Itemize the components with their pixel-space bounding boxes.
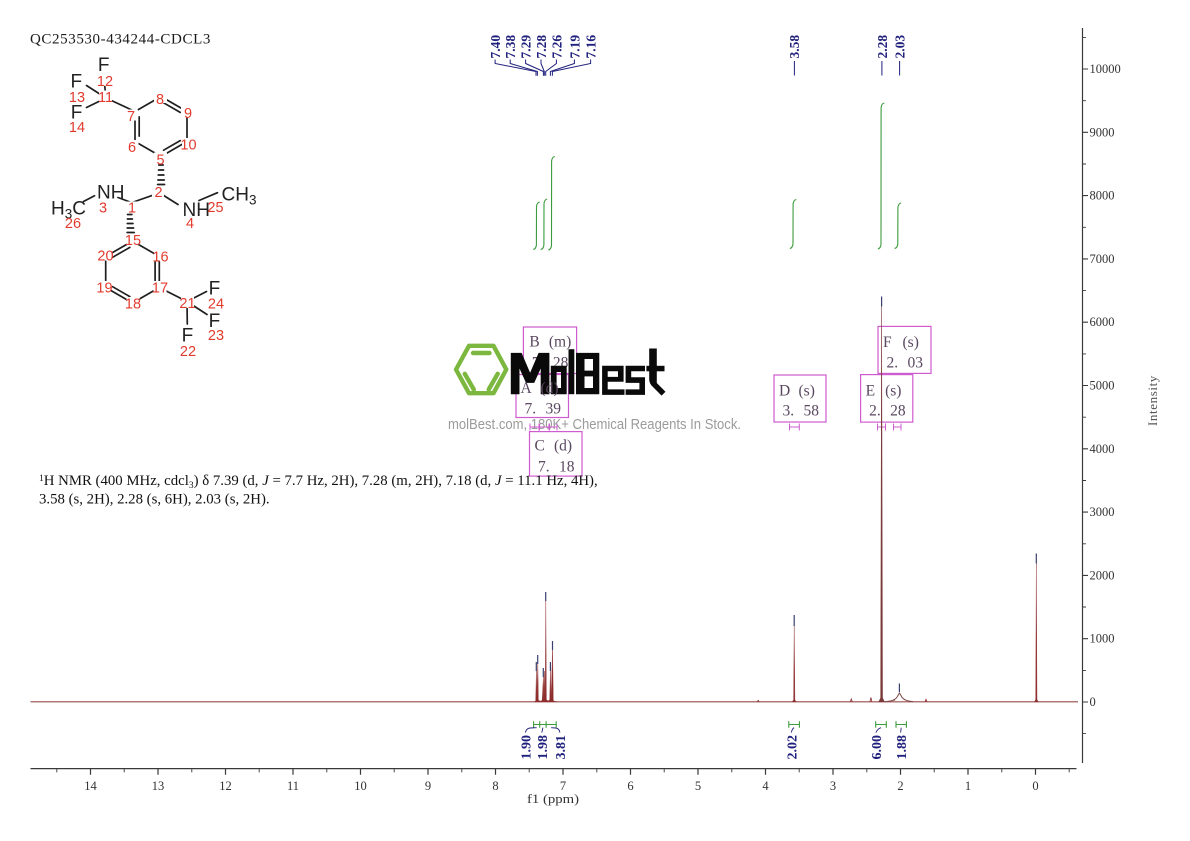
svg-text:3.58: 3.58 <box>787 35 802 59</box>
svg-text:2000: 2000 <box>1090 568 1115 582</box>
svg-text:19: 19 <box>96 281 112 297</box>
svg-text:7: 7 <box>127 109 135 125</box>
svg-text:2: 2 <box>897 779 903 793</box>
svg-text:5: 5 <box>156 153 164 169</box>
svg-text:17: 17 <box>152 281 168 297</box>
svg-text:7.16: 7.16 <box>584 35 599 59</box>
svg-text:1H NMR (400 MHz, cdcl3) δ 7.39: 1H NMR (400 MHz, cdcl3) δ 7.39 (d, J = 7… <box>39 473 598 491</box>
svg-text:13: 13 <box>69 90 85 106</box>
svg-text:9000: 9000 <box>1090 125 1115 139</box>
svg-text:23: 23 <box>208 328 224 344</box>
svg-text:7: 7 <box>560 779 566 793</box>
svg-text:24: 24 <box>208 297 224 313</box>
svg-text:18: 18 <box>125 297 141 313</box>
svg-text:20: 20 <box>97 249 113 265</box>
svg-text:5000: 5000 <box>1090 379 1115 393</box>
svg-text:10: 10 <box>354 779 367 793</box>
svg-text:16: 16 <box>152 250 168 266</box>
svg-text:6000: 6000 <box>1090 315 1115 329</box>
svg-text:9: 9 <box>425 779 431 793</box>
svg-text:15: 15 <box>125 233 141 249</box>
svg-text:1000: 1000 <box>1090 632 1115 646</box>
svg-text:26: 26 <box>65 216 81 232</box>
svg-text:Intensity: Intensity <box>1145 375 1160 426</box>
svg-text:8: 8 <box>156 92 164 108</box>
svg-text:3: 3 <box>99 201 107 217</box>
svg-text:0: 0 <box>1090 695 1096 709</box>
svg-text:2.02: 2.02 <box>786 735 801 760</box>
svg-text:F: F <box>182 326 194 347</box>
svg-text:10: 10 <box>180 138 196 154</box>
svg-text:2.28: 2.28 <box>875 35 890 59</box>
svg-text:8: 8 <box>492 779 498 793</box>
svg-text:f1 (ppm): f1 (ppm) <box>527 792 579 806</box>
svg-text:molBest.com, 180K+ Chemical Re: molBest.com, 180K+ Chemical Reagents In … <box>448 417 741 433</box>
svg-text:1.88: 1.88 <box>895 735 910 760</box>
svg-text:2.03: 2.03 <box>893 35 908 59</box>
svg-text:B(m): B (m) <box>529 334 571 351</box>
svg-text:NH: NH <box>97 183 124 204</box>
svg-text:F: F <box>209 311 221 332</box>
svg-text:0: 0 <box>1032 779 1038 793</box>
svg-text:CH3: CH3 <box>222 185 257 208</box>
svg-text:1: 1 <box>128 201 136 217</box>
svg-text:7000: 7000 <box>1090 252 1115 266</box>
svg-text:1.90: 1.90 <box>520 735 535 760</box>
svg-text:12: 12 <box>219 779 232 793</box>
svg-text:4: 4 <box>762 779 769 793</box>
svg-text:4: 4 <box>186 216 194 232</box>
svg-text:12: 12 <box>97 74 113 90</box>
svg-text:8000: 8000 <box>1090 189 1115 203</box>
svg-text:25: 25 <box>207 200 223 216</box>
svg-text:11: 11 <box>287 779 299 793</box>
svg-text:21: 21 <box>179 296 195 312</box>
svg-text:1.98: 1.98 <box>536 735 551 760</box>
svg-text:1: 1 <box>965 779 971 793</box>
svg-text:F: F <box>71 103 83 124</box>
svg-text:6: 6 <box>128 140 136 156</box>
svg-text:A(d): A (d) <box>521 380 559 397</box>
svg-text:14: 14 <box>69 120 85 136</box>
svg-text:C(d): C (d) <box>535 438 573 455</box>
svg-text:7.19: 7.19 <box>567 35 582 59</box>
svg-text:F: F <box>98 55 110 76</box>
svg-text:22: 22 <box>180 344 196 360</box>
svg-text:4000: 4000 <box>1090 442 1115 456</box>
svg-text:3000: 3000 <box>1090 505 1115 519</box>
svg-text:F: F <box>70 72 82 93</box>
svg-text:6.00: 6.00 <box>870 735 885 760</box>
svg-text:H3C: H3C <box>51 199 86 222</box>
svg-text:7.40: 7.40 <box>488 35 503 59</box>
svg-text:3.58 (s, 2H), 2.28 (s, 6H), 2.: 3.58 (s, 2H), 2.28 (s, 6H), 2.03 (s, 2H)… <box>39 492 270 508</box>
svg-text:F: F <box>209 279 221 300</box>
svg-text:3.81: 3.81 <box>554 735 569 760</box>
svg-text:9: 9 <box>184 106 192 122</box>
svg-text:7.29: 7.29 <box>519 35 534 59</box>
svg-text:3: 3 <box>830 779 836 793</box>
svg-text:2: 2 <box>154 185 162 201</box>
svg-text:7.38: 7.38 <box>503 35 518 59</box>
svg-text:11: 11 <box>98 90 113 106</box>
svg-text:10000: 10000 <box>1090 62 1121 76</box>
svg-text:7.28: 7.28 <box>534 35 549 59</box>
svg-text:7.26: 7.26 <box>549 35 564 59</box>
svg-text:6: 6 <box>627 779 633 793</box>
svg-text:QC253530-434244-CDCL3: QC253530-434244-CDCL3 <box>30 32 211 48</box>
svg-text:13: 13 <box>152 779 165 793</box>
svg-text:NH: NH <box>183 200 210 221</box>
svg-text:14: 14 <box>84 779 97 793</box>
svg-text:5: 5 <box>695 779 701 793</box>
